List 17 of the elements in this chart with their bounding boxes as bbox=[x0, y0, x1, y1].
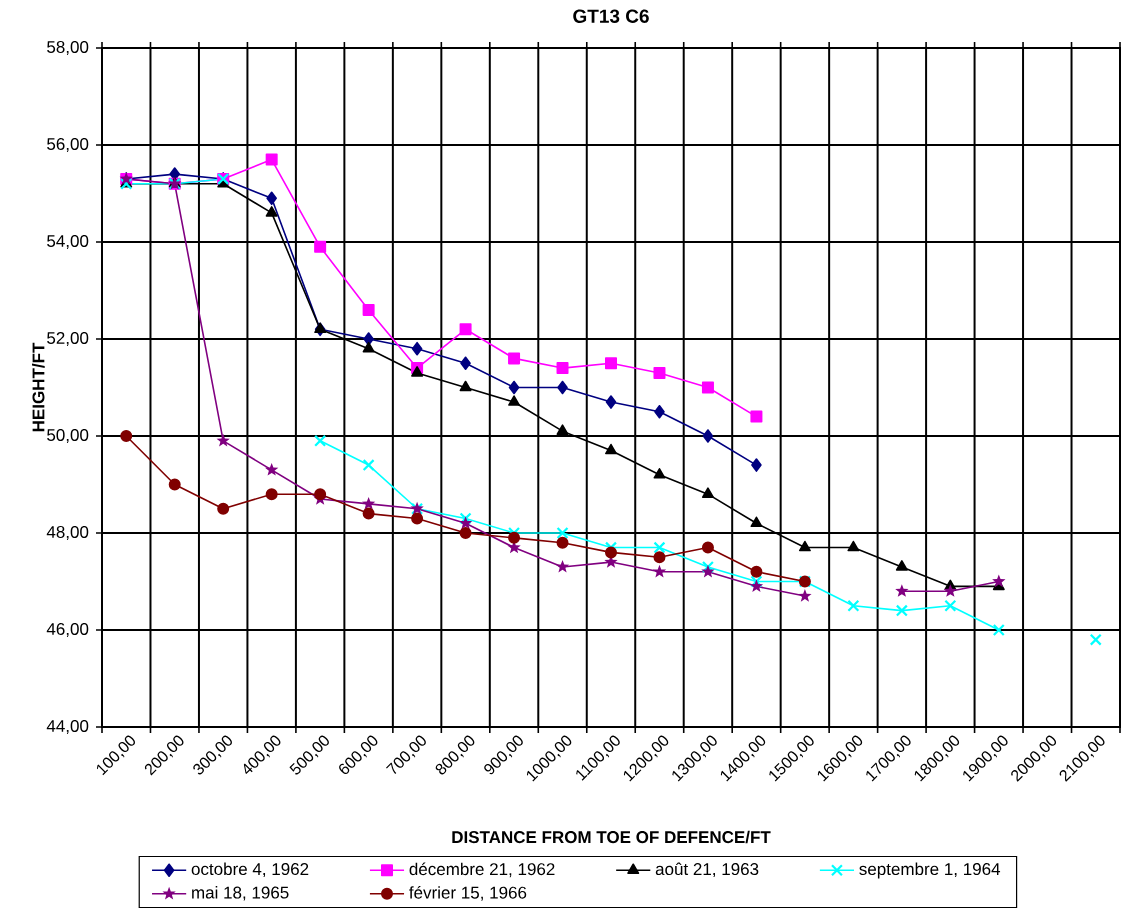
legend-label: décembre 21, 1962 bbox=[409, 862, 555, 878]
y-axis-title: HEIGHT/FT bbox=[31, 342, 45, 432]
y-tick-label: 56,00 bbox=[47, 137, 89, 152]
legend-label: février 15, 1966 bbox=[409, 886, 527, 901]
y-tick-label: 48,00 bbox=[46, 525, 89, 540]
chart-title: GT13 C6 bbox=[573, 9, 649, 23]
legend-label: septembre 1, 1964 bbox=[859, 862, 1001, 879]
x-axis-title: DISTANCE FROM TOE OF DEFENCE/FT bbox=[452, 830, 771, 844]
y-tick-label: 52,00 bbox=[47, 331, 89, 346]
y-tick-label: 44,00 bbox=[46, 719, 89, 734]
y-tick-label: 58,00 bbox=[47, 40, 89, 55]
y-tick-label: 54,00 bbox=[47, 234, 89, 249]
y-tick-label: 50,00 bbox=[47, 428, 89, 443]
legend-label: août 21, 1963 bbox=[655, 862, 759, 878]
legend-label: octobre 4, 1962 bbox=[191, 862, 309, 878]
y-tick-label: 46,00 bbox=[46, 622, 89, 637]
legend-label: mai 18, 1965 bbox=[192, 886, 289, 901]
